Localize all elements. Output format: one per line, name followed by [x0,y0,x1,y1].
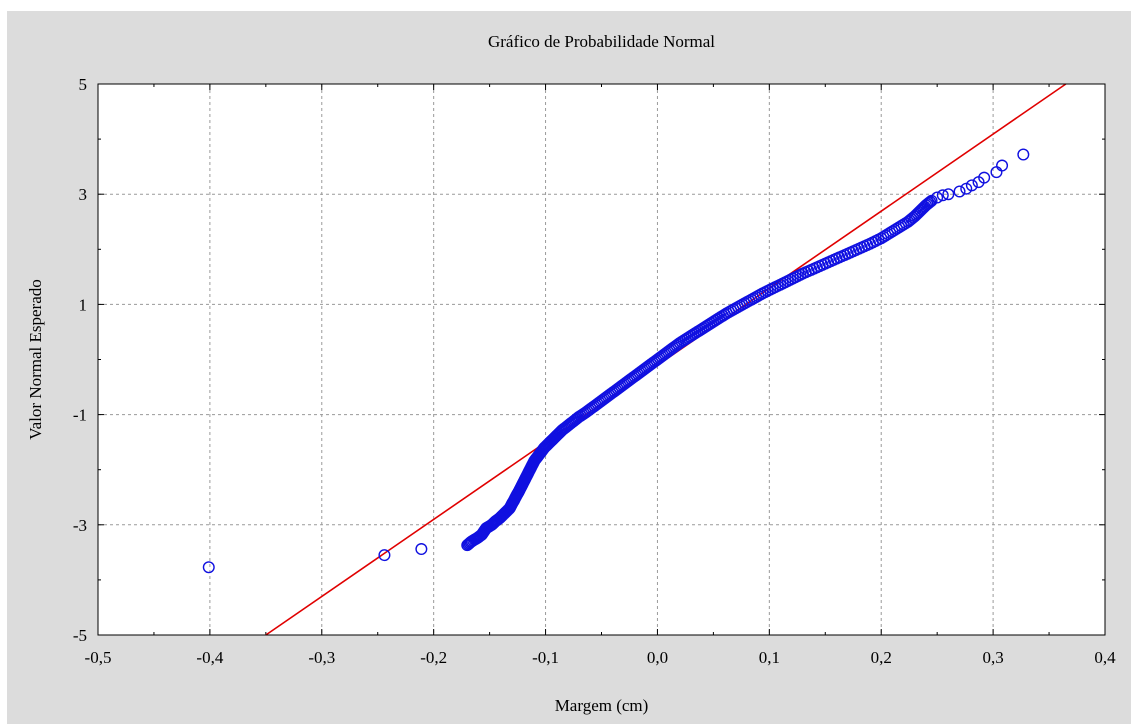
y-tick-label: -1 [73,406,87,425]
data-point [942,188,955,201]
y-tick-label: 3 [79,185,88,204]
plot-area [97,83,1106,636]
y-tick-label: 5 [79,75,88,94]
data-point [978,171,991,184]
x-tick-label: -0,2 [420,648,447,667]
y-tick-label: 1 [79,295,88,314]
x-tick-label: -0,4 [196,648,223,667]
data-points [202,148,1030,574]
x-tick-labels: -0,5 -0,4 -0,3 -0,2 -0,1 0,0 0,1 0,2 0,3 0,4 [85,648,1117,667]
y-tick-label: -3 [73,516,87,535]
plot-background [97,83,1106,636]
data-point [936,189,949,202]
x-tick-label: 0,1 [759,648,780,667]
data-point [965,179,978,192]
x-tick-label: 0,0 [647,648,668,667]
x-tick-label: 0,3 [982,648,1003,667]
y-tick-labels: -5 -3 -1 1 3 5 [73,75,87,645]
x-axis-label: Margem (cm) [555,696,649,715]
x-tick-label: -0,5 [85,648,112,667]
data-point [415,543,428,556]
data-point [922,197,935,210]
data-point [378,549,391,562]
data-point [953,185,966,198]
x-tick-label: -0,3 [308,648,335,667]
x-tick-label: 0,2 [871,648,892,667]
data-point [931,191,944,204]
y-axis-label: Valor Normal Esperado [26,279,45,440]
plot-frame [97,83,1106,636]
data-point [202,561,215,574]
data-point [996,159,1009,172]
x-tick-label: 0,4 [1094,648,1116,667]
data-point [1017,148,1030,161]
x-tick-label: -0,1 [532,648,559,667]
chart-title: Gráfico de Probabilidade Normal [488,32,715,51]
y-tick-label: -5 [73,626,87,645]
